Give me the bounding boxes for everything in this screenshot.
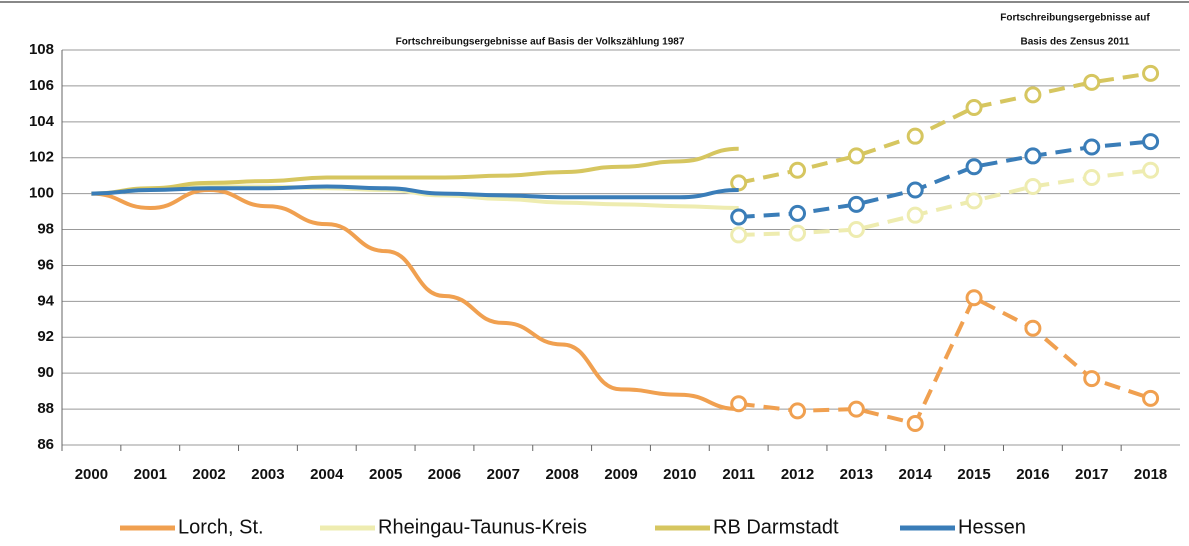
marker [906, 127, 924, 145]
marker [906, 414, 924, 432]
x-tick-label: 2002 [192, 466, 225, 483]
x-tick-label: 2011 [722, 466, 755, 483]
line [91, 146, 739, 196]
marker [789, 161, 807, 179]
marker [730, 208, 748, 226]
y-tick-label: 96 [37, 256, 54, 273]
legend-label: Hessen [958, 516, 1026, 538]
legend-label: Rheingau-Taunus-Kreis [378, 516, 587, 538]
y-tick-label: 92 [37, 328, 54, 345]
marker [965, 289, 983, 307]
y-tick-label: 102 [29, 149, 54, 166]
marker [1083, 370, 1101, 388]
marker [965, 192, 983, 210]
marker [730, 174, 748, 192]
y-tick-label: 108 [29, 41, 54, 58]
y-tick-label: 104 [29, 113, 55, 130]
x-tick-label: 2015 [957, 466, 990, 483]
legend-label: RB Darmstadt [713, 516, 839, 538]
y-tick-label: 98 [37, 221, 54, 238]
marker [789, 402, 807, 420]
x-tick-label: 2012 [781, 466, 814, 483]
marker [1083, 73, 1101, 91]
annotation: Fortschreibungsergebnisse auf [1000, 13, 1150, 24]
marker [789, 224, 807, 242]
y-tick-label: 106 [29, 77, 54, 94]
dashed-line [738, 139, 1151, 219]
x-tick-label: 2009 [604, 466, 637, 483]
marker [1142, 133, 1160, 151]
marker [847, 147, 865, 165]
marker [906, 181, 924, 199]
x-tick-label: 2017 [1075, 466, 1108, 483]
line [91, 188, 739, 412]
y-tick-label: 86 [37, 436, 54, 453]
x-tick-label: 2014 [899, 466, 933, 483]
marker [965, 158, 983, 176]
marker [1142, 389, 1160, 407]
x-tick-label: 2008 [545, 466, 578, 483]
y-tick-label: 94 [37, 292, 54, 309]
marker [730, 226, 748, 244]
marker [847, 221, 865, 239]
x-tick-label: 2016 [1016, 466, 1049, 483]
x-tick-label: 2003 [251, 466, 284, 483]
marker [1083, 168, 1101, 186]
annotation: Fortschreibungsergebnisse auf Basis der … [396, 37, 685, 48]
marker [1142, 161, 1160, 179]
dashed-line [738, 71, 1151, 185]
y-tick-label: 90 [37, 364, 54, 381]
line [91, 184, 739, 200]
x-tick-label: 2001 [134, 466, 167, 483]
x-tick-label: 2010 [663, 466, 696, 483]
x-tick-label: 2005 [369, 466, 402, 483]
marker [1024, 86, 1042, 104]
legend-label: Lorch, St. [178, 516, 264, 538]
x-tick-label: 2013 [840, 466, 873, 483]
marker [906, 206, 924, 224]
marker [847, 195, 865, 213]
annotation: Basis des Zensus 2011 [1021, 37, 1130, 48]
marker [1024, 319, 1042, 337]
marker [789, 204, 807, 222]
x-tick-label: 2018 [1134, 466, 1167, 483]
y-tick-label: 100 [29, 185, 54, 202]
marker [730, 395, 748, 413]
marker [965, 98, 983, 116]
x-tick-label: 2000 [75, 466, 108, 483]
marker [1083, 138, 1101, 156]
marker [1024, 177, 1042, 195]
x-tick-label: 2006 [428, 466, 461, 483]
y-tick-label: 88 [37, 400, 54, 417]
x-tick-label: 2007 [487, 466, 520, 483]
marker [1142, 64, 1160, 82]
x-tick-label: 2004 [310, 466, 344, 483]
marker [847, 400, 865, 418]
marker [1024, 147, 1042, 165]
dashed-line [738, 168, 1151, 237]
